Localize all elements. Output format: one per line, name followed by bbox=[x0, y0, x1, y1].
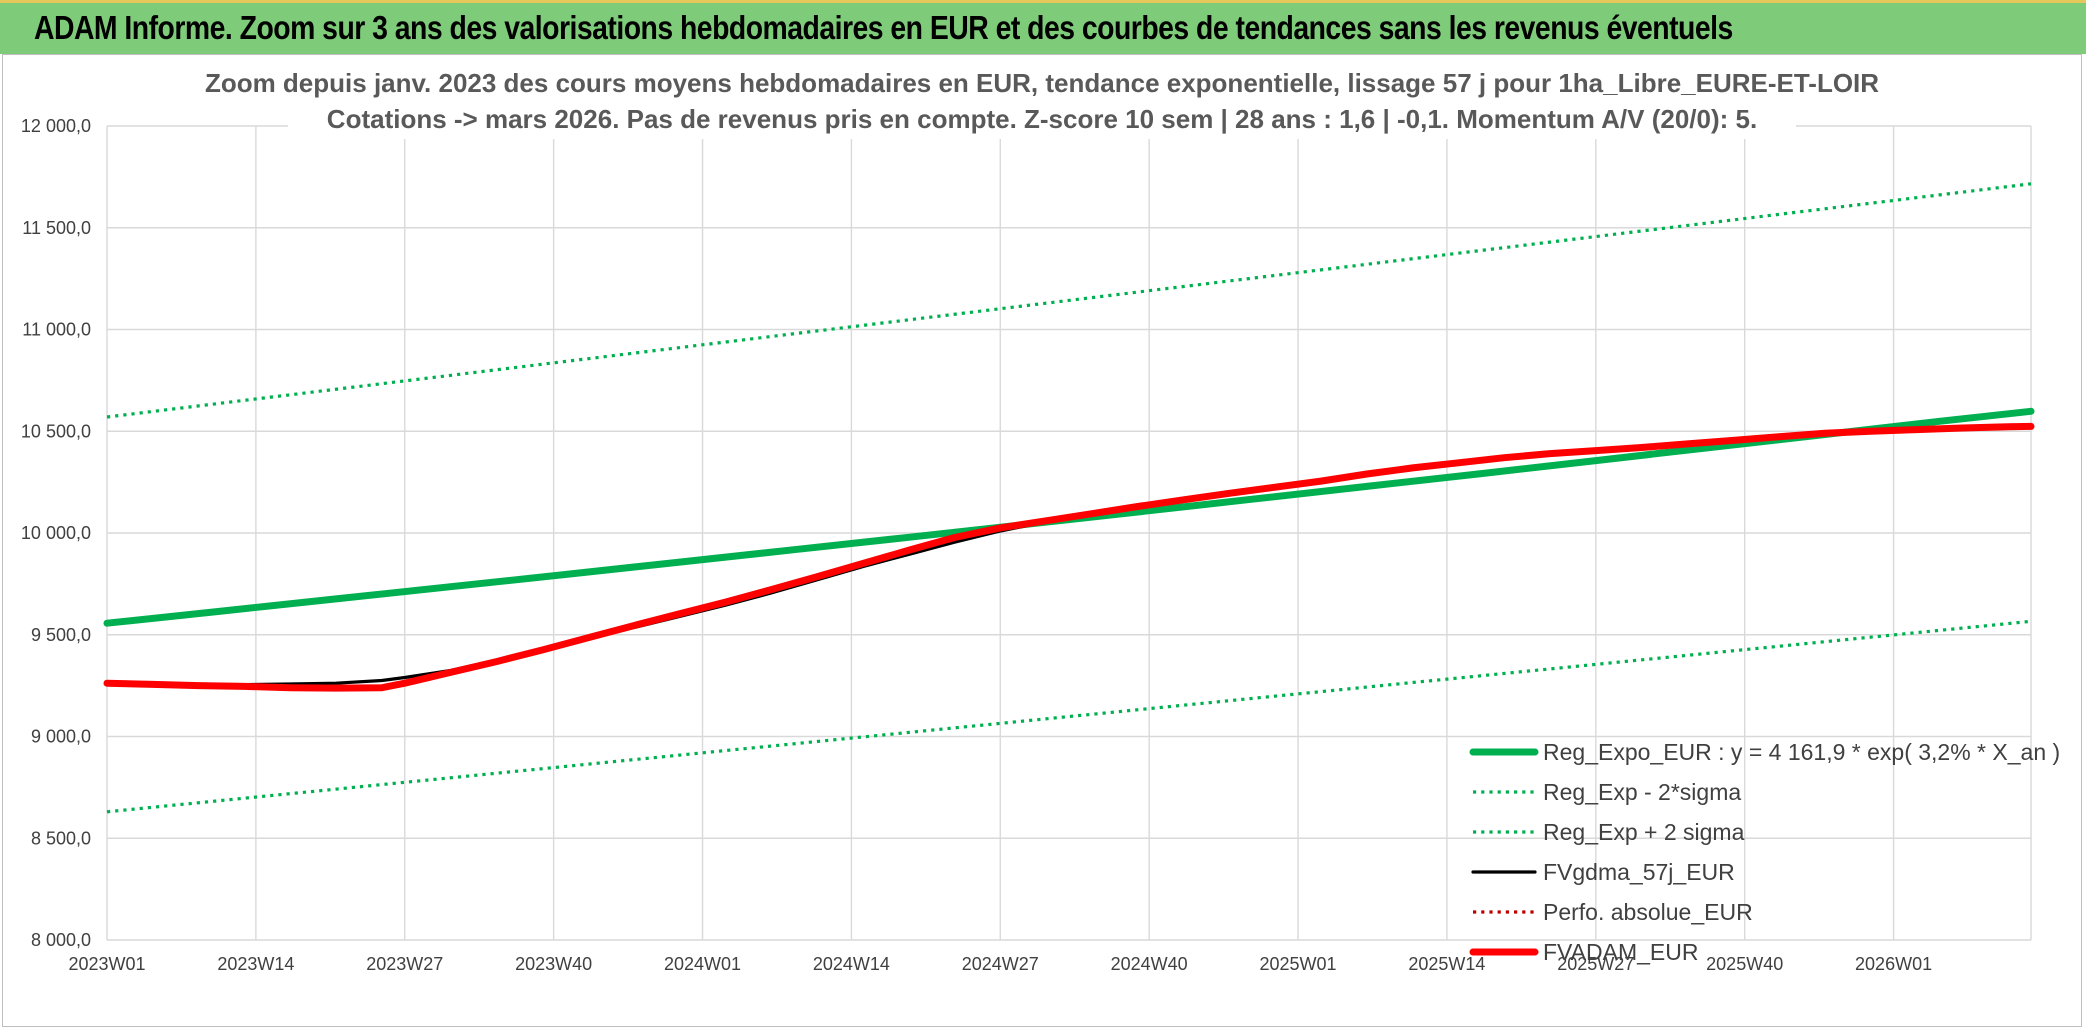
series-line-5 bbox=[103, 422, 2035, 692]
y-tick-label: 9 000,0 bbox=[31, 727, 91, 747]
y-tick-label: 11 000,0 bbox=[22, 320, 91, 340]
legend-label: FVgdma_57j_EUR bbox=[1543, 859, 1735, 885]
x-tick-label: 2024W01 bbox=[664, 954, 741, 974]
chart-title-line-2: Cotations -> mars 2026. Pas de revenus p… bbox=[327, 104, 1757, 134]
chart-frame: 8 000,0 8 500,0 9 000,0 9 500,0 10 000,0 10 5… bbox=[2, 54, 2082, 1027]
y-tick-label: 12 000,0 bbox=[21, 116, 91, 136]
series-line-1 bbox=[106, 619, 2032, 814]
legend: Reg_Expo_EUR : y = 4 161,9 * exp( 3,2% *… bbox=[1469, 739, 2060, 965]
y-tick-label: 9 500,0 bbox=[31, 625, 91, 645]
banner-title: ADAM Informe. Zoom sur 3 ans des valoris… bbox=[34, 9, 1733, 46]
y-tick-label: 10 500,0 bbox=[21, 421, 91, 441]
x-tick-label: 2024W14 bbox=[813, 954, 890, 974]
y-tick-label: 8 500,0 bbox=[31, 828, 91, 848]
grid bbox=[106, 125, 2032, 941]
x-tick-label: 2023W40 bbox=[515, 954, 592, 974]
title-background bbox=[288, 59, 1796, 139]
x-tick-label: 2025W27 bbox=[1557, 954, 1634, 974]
x-tick-label: 2026W01 bbox=[1855, 954, 1932, 974]
x-tick-label: 2023W27 bbox=[366, 954, 443, 974]
x-tick-label: 2024W40 bbox=[1111, 954, 1188, 974]
series-line-3 bbox=[105, 425, 2033, 687]
legend-label: Reg_Exp - 2*sigma bbox=[1543, 779, 1741, 805]
legend-label: Reg_Exp + 2 sigma bbox=[1543, 819, 1745, 845]
legend-label: Perfo. absolue_EUR bbox=[1543, 899, 1753, 925]
y-tick-label: 8 000,0 bbox=[31, 930, 91, 950]
y-tick-label: 11 500,0 bbox=[22, 218, 91, 238]
line-chart: 8 000,0 8 500,0 9 000,0 9 500,0 10 000,0 10 5… bbox=[21, 59, 2060, 974]
x-tick-label: 2025W14 bbox=[1408, 954, 1485, 974]
series-line-2 bbox=[106, 182, 2032, 419]
x-tick-label: 2023W01 bbox=[68, 954, 145, 974]
legend-label: FVADAM_EUR bbox=[1543, 939, 1699, 965]
x-tick-label: 2025W40 bbox=[1706, 954, 1783, 974]
banner: ADAM Informe. Zoom sur 3 ans des valoris… bbox=[0, 0, 2086, 54]
x-tick-label: 2023W14 bbox=[217, 954, 294, 974]
legend-label: Reg_Expo_EUR : y = 4 161,9 * exp( 3,2% *… bbox=[1543, 739, 2060, 765]
x-tick-label: 2025W01 bbox=[1260, 954, 1337, 974]
x-tick-label: 2024W27 bbox=[962, 954, 1039, 974]
chart-title-line-1: Zoom depuis janv. 2023 des cours moyens … bbox=[205, 68, 1879, 98]
series bbox=[103, 182, 2035, 814]
axes: 8 000,0 8 500,0 9 000,0 9 500,0 10 000,0 10 5… bbox=[21, 116, 1932, 974]
y-tick-label: 10 000,0 bbox=[21, 523, 91, 543]
chart-title: Zoom depuis janv. 2023 des cours moyens … bbox=[205, 59, 1879, 139]
